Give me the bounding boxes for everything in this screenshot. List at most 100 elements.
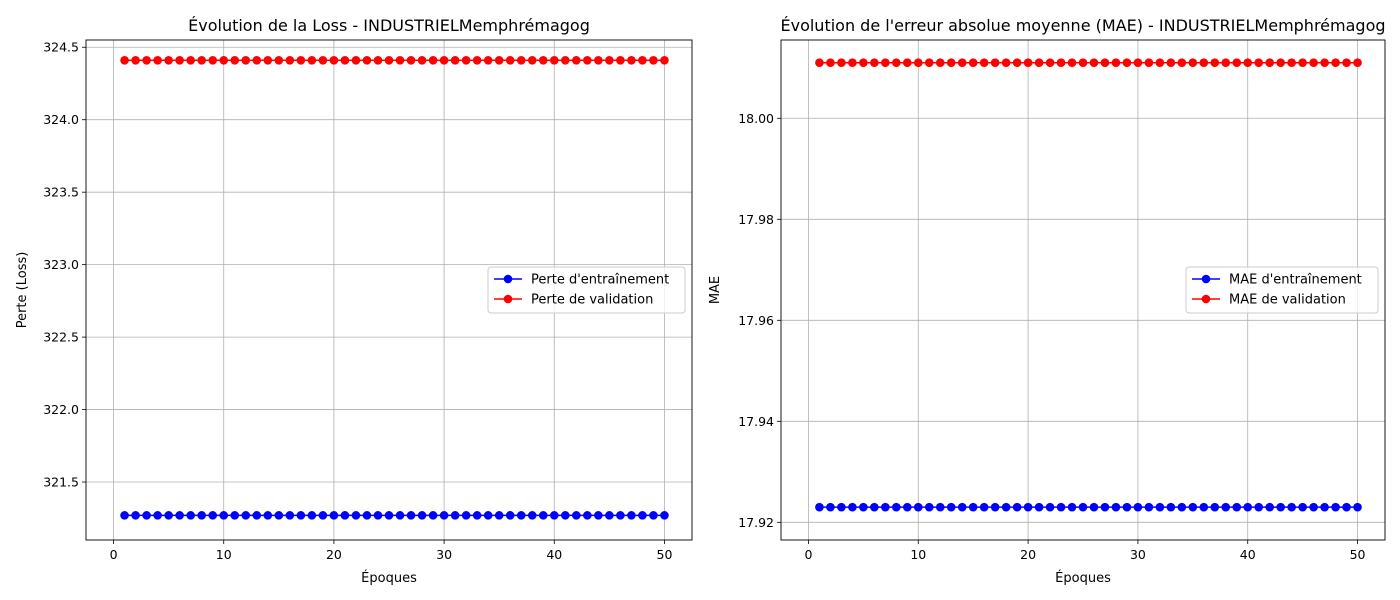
series-1 — [120, 55, 669, 65]
data-point — [362, 55, 372, 65]
data-point — [329, 55, 339, 65]
data-point — [1221, 502, 1231, 512]
data-point — [340, 511, 350, 520]
data-point — [164, 55, 173, 65]
data-point — [186, 511, 195, 520]
data-point — [1210, 58, 1220, 68]
data-point — [538, 511, 548, 520]
data-point — [263, 511, 273, 520]
data-point — [1276, 502, 1285, 512]
data-point — [979, 502, 989, 512]
data-point — [815, 58, 824, 68]
data-point — [1122, 58, 1132, 68]
data-point — [649, 511, 658, 520]
data-point — [1243, 58, 1253, 68]
data-point — [1309, 502, 1318, 512]
data-point — [428, 511, 438, 520]
data-point — [968, 502, 978, 512]
legend: Perte d'entraînement Perte de validation — [487, 266, 686, 314]
data-point — [826, 58, 835, 68]
data-point — [660, 55, 669, 65]
data-point — [175, 511, 184, 520]
data-point — [902, 58, 912, 68]
data-point — [1045, 58, 1055, 68]
y-tick-label: 324.0 — [43, 112, 79, 127]
data-point — [957, 58, 967, 68]
data-point — [296, 55, 306, 65]
data-point — [1166, 58, 1176, 68]
data-point — [1331, 502, 1340, 512]
data-point — [605, 511, 614, 520]
plot-frame — [780, 39, 1386, 541]
data-point — [153, 511, 162, 520]
legend-marker-0 — [503, 274, 513, 284]
chart-title: Évolution de l'erreur absolue moyenne (M… — [780, 16, 1385, 35]
data-point — [1199, 58, 1209, 68]
data-point — [1001, 58, 1011, 68]
data-point — [1320, 58, 1329, 68]
y-tick-label: 322.0 — [43, 402, 79, 417]
series-0 — [120, 511, 669, 520]
data-point — [990, 502, 1000, 512]
y-tick-label: 323.0 — [43, 257, 79, 272]
chart-title: Évolution de la Loss - INDUSTRIELMemphré… — [188, 16, 590, 35]
data-point — [1034, 502, 1044, 512]
data-point — [968, 58, 978, 68]
data-point — [1254, 502, 1264, 512]
data-point — [1144, 502, 1154, 512]
data-point — [318, 55, 328, 65]
data-point — [1188, 502, 1198, 512]
data-point — [1001, 502, 1011, 512]
data-point — [131, 511, 140, 520]
data-point — [1111, 502, 1121, 512]
data-point — [142, 55, 151, 65]
legend-entry: MAE d'entraînement — [1229, 273, 1362, 288]
data-point — [892, 502, 901, 512]
data-point — [859, 58, 868, 68]
data-point — [572, 511, 581, 520]
data-point — [1034, 58, 1044, 68]
legend-marker-1 — [503, 294, 513, 304]
data-point — [660, 511, 669, 520]
data-point — [913, 502, 923, 512]
data-point — [274, 511, 284, 520]
data-point — [1265, 58, 1274, 68]
data-point — [1177, 58, 1187, 68]
x-tick-label: 20 — [326, 547, 342, 562]
y-tick-label: 321.5 — [43, 475, 79, 490]
data-point — [1320, 502, 1329, 512]
data-point — [1056, 502, 1066, 512]
data-point — [594, 511, 603, 520]
data-point — [924, 502, 934, 512]
data-point — [1155, 58, 1165, 68]
data-point — [1353, 502, 1362, 512]
data-point — [384, 511, 394, 520]
y-axis-label: Perte (Loss) — [15, 252, 30, 329]
data-point — [815, 502, 824, 512]
data-point — [627, 55, 636, 65]
data-point — [848, 58, 857, 68]
data-point — [395, 55, 405, 65]
data-point — [197, 511, 206, 520]
data-point — [329, 511, 339, 520]
data-point — [439, 55, 449, 65]
data-point — [1265, 502, 1274, 512]
data-point — [142, 511, 151, 520]
data-point — [461, 55, 471, 65]
plot-frame — [85, 39, 693, 541]
data-point — [1287, 502, 1296, 512]
data-point — [1243, 502, 1253, 512]
data-point — [1298, 502, 1307, 512]
data-point — [605, 55, 614, 65]
data-point — [472, 511, 482, 520]
data-point — [516, 511, 526, 520]
data-point — [230, 511, 240, 520]
data-point — [1276, 58, 1285, 68]
data-point — [1067, 58, 1077, 68]
data-point — [1221, 58, 1231, 68]
data-point — [1045, 502, 1055, 512]
data-point — [439, 511, 449, 520]
x-tick-label: 30 — [436, 547, 452, 562]
data-point — [461, 511, 471, 520]
